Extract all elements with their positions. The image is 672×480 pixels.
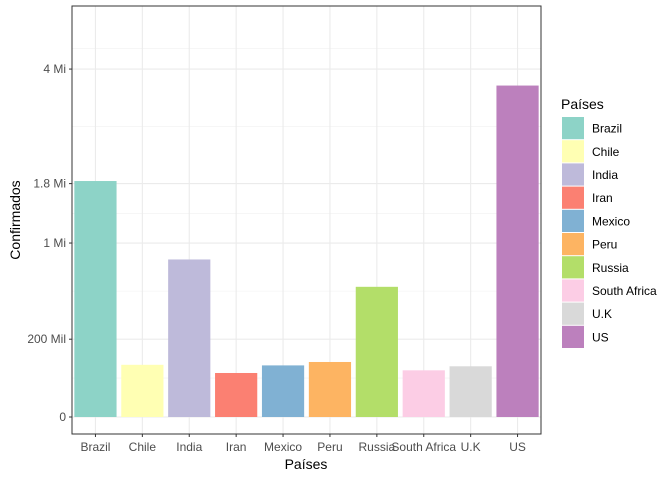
x-tick-label: US	[509, 440, 526, 454]
bar-iran	[215, 372, 258, 417]
y-tick-label: 0	[59, 410, 66, 424]
legend-key	[562, 325, 584, 348]
legend-label: US	[592, 330, 609, 344]
bar-u-k	[449, 366, 492, 417]
legend-key	[562, 302, 584, 325]
y-tick-label: 1.8 Mi	[33, 177, 66, 191]
x-axis-title: Países	[285, 456, 328, 472]
y-tick-label: 1 Mi	[43, 236, 66, 250]
bar-india	[168, 259, 211, 417]
legend-label: Iran	[592, 191, 613, 205]
legend-label: India	[592, 168, 618, 182]
bar-mexico	[261, 365, 305, 417]
x-tick-label: Mexico	[264, 440, 302, 454]
y-tick-label: 200 Mil	[27, 332, 66, 346]
x-tick-label: South Africa	[391, 440, 456, 454]
legend-key	[562, 163, 584, 186]
bar-russia	[355, 286, 398, 417]
panel-background	[72, 6, 541, 434]
legend-key	[562, 140, 584, 163]
legend-key	[562, 233, 584, 256]
bar-south-africa	[402, 370, 445, 417]
x-tick-label: Brazil	[80, 440, 110, 454]
legend-key	[562, 279, 584, 302]
legend-label: Chile	[592, 145, 620, 159]
legend-title: Países	[561, 96, 604, 112]
y-axis-ticks: 0 200 Mil 1 Mi 1.8 Mi 4 Mi	[27, 62, 72, 424]
legend-key	[562, 117, 584, 140]
legend-key	[562, 256, 584, 279]
x-tick-label: India	[176, 440, 202, 454]
y-axis-title: Confirmados	[7, 180, 23, 259]
x-tick-label: Peru	[317, 440, 342, 454]
x-tick-label: U.K	[461, 440, 481, 454]
legend-label: Peru	[592, 238, 617, 252]
x-axis-ticks: Brazil Chile India Iran Mexico Peru RussiaSout…	[80, 434, 526, 454]
x-tick-label: Russia	[359, 440, 396, 454]
bars	[74, 85, 539, 418]
legend-label: South Africa	[592, 284, 657, 298]
legend-label: Brazil	[592, 122, 622, 136]
bar-us	[496, 85, 539, 418]
x-tick-label: Iran	[226, 440, 247, 454]
legend-label: U.K	[592, 307, 612, 321]
legend-label: Russia	[592, 261, 629, 275]
y-tick-label: 4 Mi	[43, 62, 66, 76]
x-tick-label: Chile	[129, 440, 157, 454]
bar-brazil	[74, 181, 117, 417]
legend-key	[562, 186, 584, 209]
panel-border	[71, 5, 542, 435]
legend: Países Brazil Chile India Iran Mexico Peru Rus…	[561, 96, 657, 348]
legend-key	[562, 209, 584, 232]
legend-label: Mexico	[592, 214, 630, 228]
bar-chile	[121, 364, 164, 417]
bar-peru	[308, 361, 352, 417]
